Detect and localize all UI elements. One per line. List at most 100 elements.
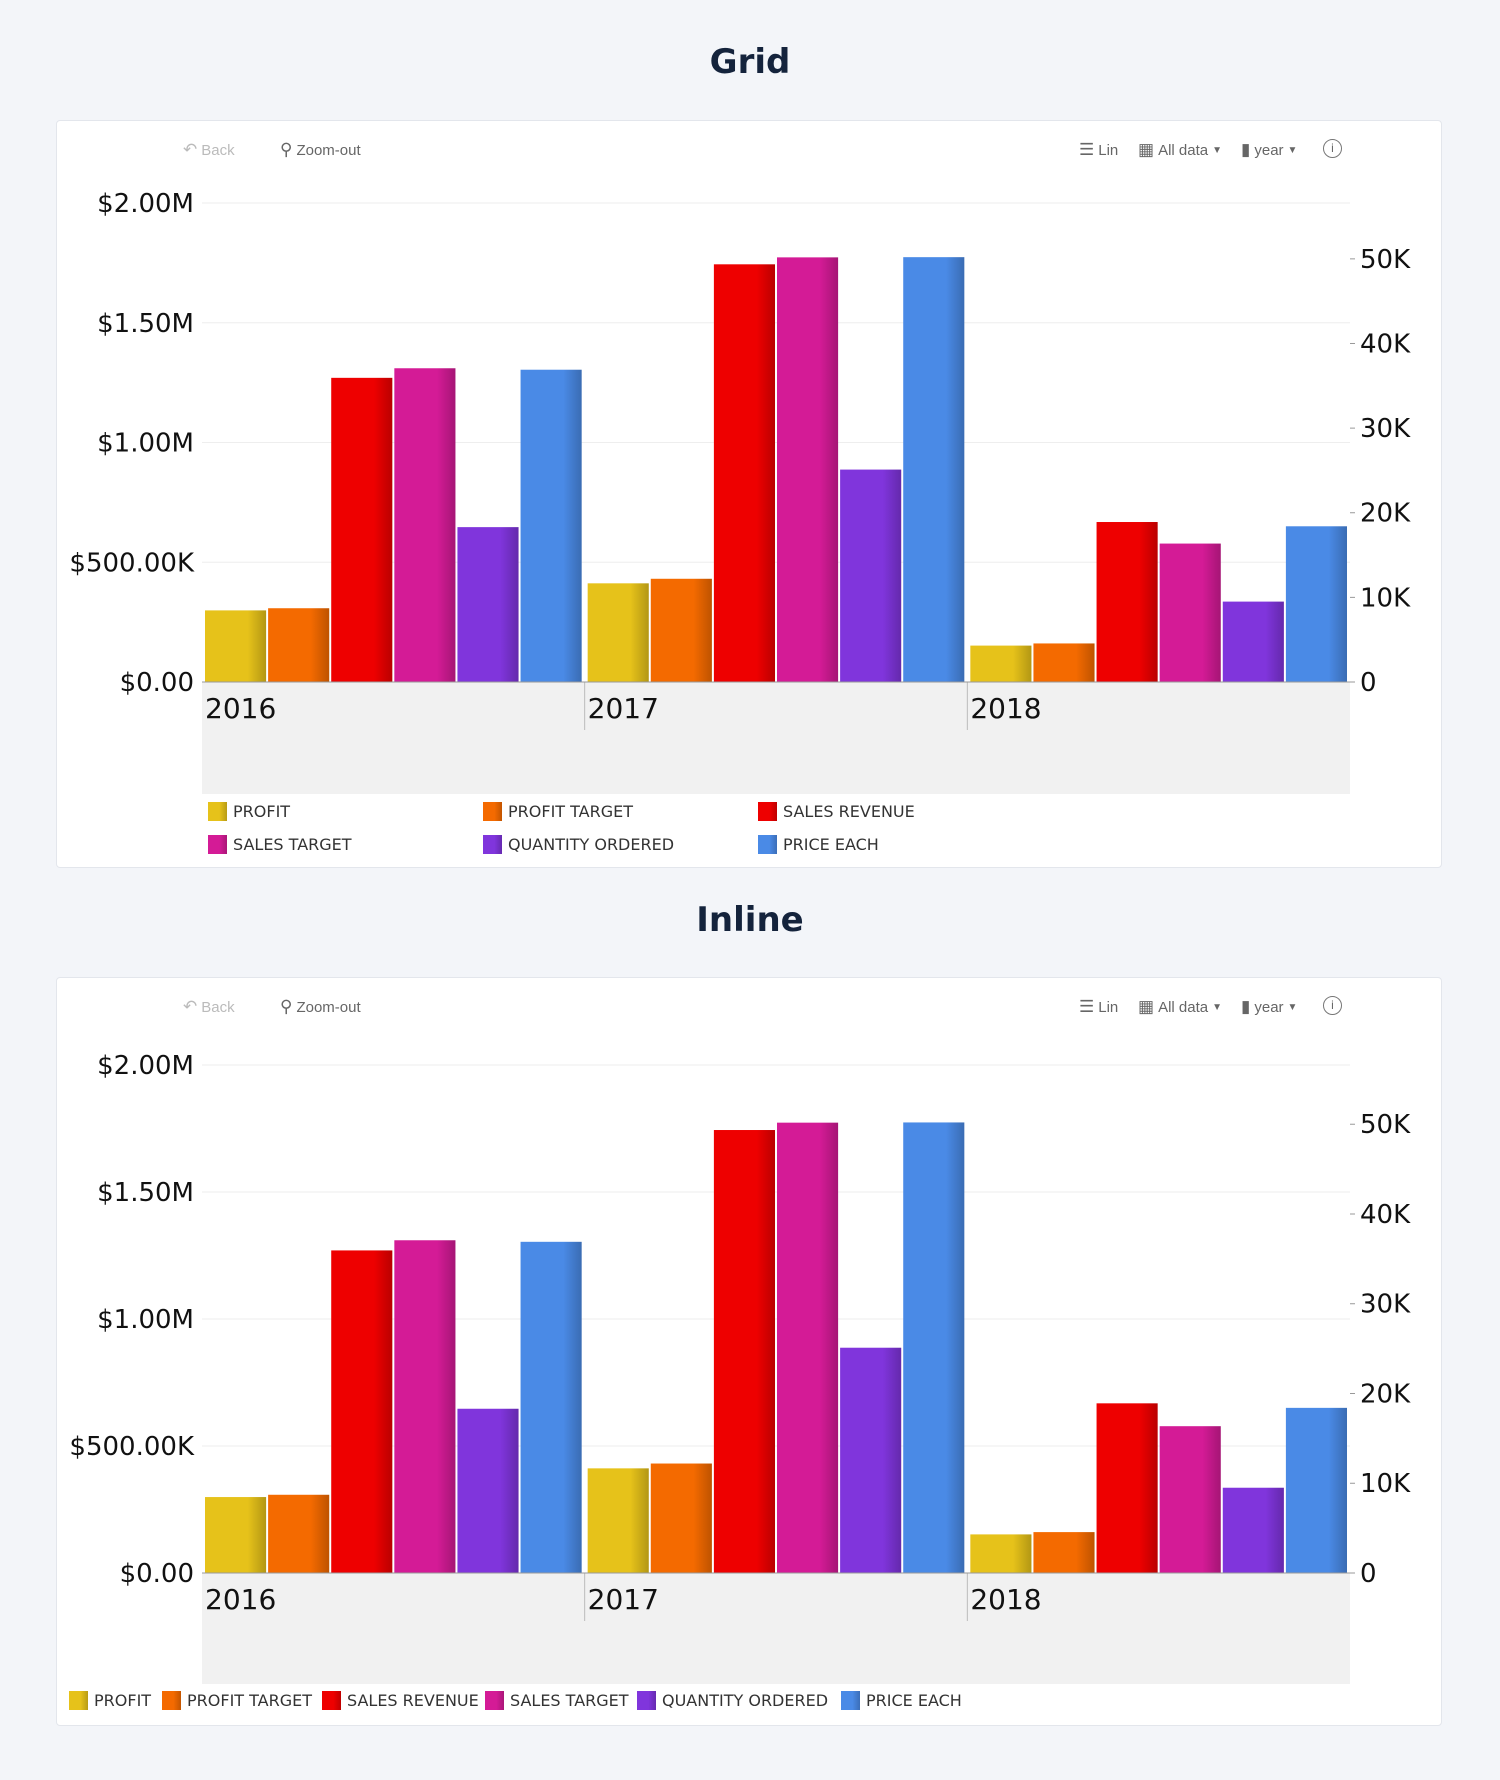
legend-label: PROFIT [233, 802, 291, 821]
bar-profit-2017[interactable] [587, 1468, 649, 1573]
x-tick-label: 2018 [970, 1583, 1041, 1616]
bar-quantity-ordered-2017[interactable] [840, 469, 902, 682]
y-right-tick-label: 0 [1360, 1559, 1377, 1589]
bar-price-each-2016[interactable] [520, 1241, 582, 1573]
bar-profit-2016[interactable] [205, 1497, 267, 1573]
x-tick-label: 2016 [205, 1583, 276, 1616]
legend-swatch [483, 802, 502, 821]
legend-item[interactable]: QUANTITY ORDERED [483, 835, 674, 854]
chart-card-grid: ↶ Back ⚲ Zoom-out ☰ Lin ▦ All data ▼ ▮ year ▼ i $0.00… [56, 120, 1442, 868]
range-dropdown[interactable]: ▦ All data ▼ [1138, 997, 1223, 1016]
legend-swatch [841, 1691, 860, 1710]
bar-sales-target-2017[interactable] [777, 1122, 839, 1573]
y-left-tick-label: $500.00K [69, 1432, 195, 1462]
scale-button[interactable]: ☰ Lin [1079, 997, 1119, 1016]
bar-profit-2018[interactable] [970, 1534, 1032, 1573]
bar-price-each-2016[interactable] [520, 369, 582, 682]
legend-item[interactable]: PRICE EACH [758, 835, 879, 854]
y-right-tick-label: 0 [1360, 668, 1377, 698]
legend-item[interactable]: PROFIT [69, 1691, 151, 1710]
x-axis-band [202, 1573, 1350, 1684]
bar-sales-revenue-2016[interactable] [331, 1250, 393, 1573]
legend-item[interactable]: PROFIT TARGET [162, 1691, 312, 1710]
legend-swatch [322, 1691, 341, 1710]
bar-sales-revenue-2016[interactable] [331, 377, 393, 682]
bar-price-each-2018[interactable] [1285, 1407, 1347, 1573]
bar-profit-target-2016[interactable] [268, 1494, 330, 1573]
info-icon[interactable]: i [1323, 139, 1342, 158]
y-right-tick-label: 20K [1360, 1379, 1411, 1409]
legend-item[interactable]: SALES TARGET [485, 1691, 629, 1710]
bar-sales-target-2017[interactable] [777, 257, 839, 682]
bar-quantity-ordered-2018[interactable] [1222, 1487, 1284, 1573]
legend-swatch [483, 835, 502, 854]
x-tick-label: 2016 [205, 692, 276, 725]
period-dropdown[interactable]: ▮ year ▼ [1241, 140, 1298, 159]
bar-profit-target-2016[interactable] [268, 608, 330, 682]
legend-item[interactable]: SALES REVENUE [758, 802, 915, 821]
back-icon: ↶ [183, 140, 198, 159]
caret-down-icon: ▼ [1212, 1001, 1223, 1013]
legend-label: SALES REVENUE [783, 802, 915, 821]
bar-sales-revenue-2018[interactable] [1096, 522, 1158, 682]
legend-item[interactable]: SALES TARGET [208, 835, 352, 854]
bar-sales-target-2018[interactable] [1159, 1426, 1221, 1573]
legend-label: PROFIT TARGET [508, 802, 634, 821]
bar-quantity-ordered-2016[interactable] [457, 1408, 519, 1573]
legend-label: PRICE EACH [866, 1691, 962, 1710]
bar-profit-2018[interactable] [970, 645, 1032, 682]
y-right-tick-label: 10K [1360, 583, 1411, 613]
range-dropdown[interactable]: ▦ All data ▼ [1138, 140, 1223, 159]
zoom-out-icon: ⚲ [280, 997, 293, 1016]
bar-profit-target-2018[interactable] [1033, 1532, 1095, 1573]
period-dropdown[interactable]: ▮ year ▼ [1241, 997, 1298, 1016]
bar-profit-2017[interactable] [587, 583, 649, 682]
back-icon: ↶ [183, 997, 198, 1016]
legend-item[interactable]: PROFIT [208, 802, 290, 821]
legend-label: SALES TARGET [510, 1691, 629, 1710]
bar-sales-revenue-2017[interactable] [713, 1130, 775, 1573]
y-right-tick-label: 40K [1360, 1200, 1411, 1230]
y-left-tick-label: $2.00M [97, 1051, 194, 1081]
chart-title-inline: Inline [696, 900, 804, 940]
y-right-tick-label: 30K [1360, 414, 1411, 444]
bar-quantity-ordered-2017[interactable] [840, 1347, 902, 1573]
legend-label: PRICE EACH [783, 835, 879, 854]
x-axis-band [202, 682, 1350, 794]
zoom-out-button[interactable]: ⚲ Zoom-out [280, 140, 361, 159]
bar-sales-target-2018[interactable] [1159, 543, 1221, 682]
y-right-tick-label: 40K [1360, 329, 1411, 359]
bar-price-each-2018[interactable] [1285, 526, 1347, 682]
bar-profit-target-2017[interactable] [650, 578, 712, 682]
y-right-tick-label: 20K [1360, 499, 1411, 529]
bar-profit-target-2018[interactable] [1033, 643, 1095, 682]
period-icon: ▮ [1241, 140, 1251, 159]
bar-sales-target-2016[interactable] [394, 368, 456, 682]
legend-item[interactable]: PRICE EACH [841, 1691, 962, 1710]
bar-sales-revenue-2017[interactable] [713, 264, 775, 682]
info-icon[interactable]: i [1323, 996, 1342, 1015]
scale-button[interactable]: ☰ Lin [1079, 140, 1119, 159]
bar-quantity-ordered-2016[interactable] [457, 527, 519, 682]
x-tick-label: 2017 [588, 692, 659, 725]
bar-price-each-2017[interactable] [903, 1122, 965, 1573]
legend-item[interactable]: QUANTITY ORDERED [637, 1691, 828, 1710]
bar-price-each-2017[interactable] [903, 257, 965, 682]
zoom-out-button[interactable]: ⚲ Zoom-out [280, 997, 361, 1016]
legend-item[interactable]: PROFIT TARGET [483, 802, 633, 821]
y-left-tick-label: $1.00M [97, 429, 194, 459]
bar-sales-target-2016[interactable] [394, 1240, 456, 1573]
bar-profit-target-2017[interactable] [650, 1463, 712, 1573]
legend-item[interactable]: SALES REVENUE [322, 1691, 479, 1710]
y-left-tick-label: $500.00K [69, 548, 195, 578]
caret-down-icon: ▼ [1287, 1001, 1298, 1013]
bar-profit-2016[interactable] [205, 610, 267, 682]
bar-sales-revenue-2018[interactable] [1096, 1403, 1158, 1573]
scale-icon: ☰ [1079, 997, 1095, 1016]
legend-label: QUANTITY ORDERED [662, 1691, 829, 1710]
back-button[interactable]: ↶ Back [183, 997, 235, 1016]
y-right-tick-label: 10K [1360, 1469, 1411, 1499]
back-button[interactable]: ↶ Back [183, 140, 235, 159]
bar-quantity-ordered-2018[interactable] [1222, 601, 1284, 682]
